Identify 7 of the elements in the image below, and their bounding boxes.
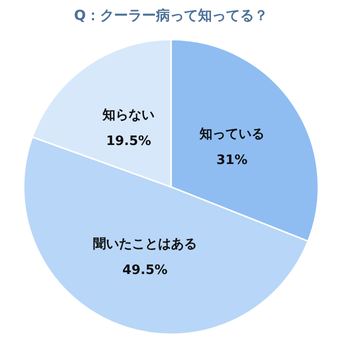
- data-label: 49.5%: [122, 263, 168, 278]
- slice-label: 聞いたことはある: [92, 237, 197, 252]
- chart-title: Q：クーラー病って知ってる？: [74, 7, 268, 24]
- data-label: 19.5%: [106, 134, 152, 149]
- slice-label: 知らない: [102, 108, 155, 123]
- slice-label: 知っている: [198, 126, 264, 142]
- data-label: 31%: [216, 152, 248, 168]
